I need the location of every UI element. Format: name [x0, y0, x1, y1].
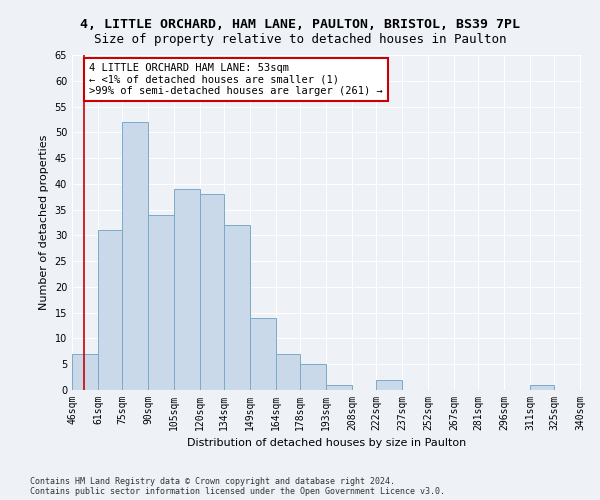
Bar — [122, 122, 148, 390]
Bar — [250, 318, 276, 390]
Bar — [200, 194, 224, 390]
Y-axis label: Number of detached properties: Number of detached properties — [39, 135, 49, 310]
Text: Size of property relative to detached houses in Paulton: Size of property relative to detached ho… — [94, 32, 506, 46]
Bar — [98, 230, 122, 390]
Bar — [224, 225, 250, 390]
Bar — [276, 354, 300, 390]
Bar — [174, 189, 200, 390]
Bar — [148, 215, 174, 390]
Bar — [326, 385, 352, 390]
Text: Contains HM Land Registry data © Crown copyright and database right 2024.
Contai: Contains HM Land Registry data © Crown c… — [30, 476, 445, 496]
Bar — [376, 380, 402, 390]
Bar — [530, 385, 554, 390]
Text: 4, LITTLE ORCHARD, HAM LANE, PAULTON, BRISTOL, BS39 7PL: 4, LITTLE ORCHARD, HAM LANE, PAULTON, BR… — [80, 18, 520, 30]
Bar — [300, 364, 326, 390]
Bar — [72, 354, 98, 390]
X-axis label: Distribution of detached houses by size in Paulton: Distribution of detached houses by size … — [187, 438, 467, 448]
Text: 4 LITTLE ORCHARD HAM LANE: 53sqm
← <1% of detached houses are smaller (1)
>99% o: 4 LITTLE ORCHARD HAM LANE: 53sqm ← <1% o… — [89, 62, 383, 96]
